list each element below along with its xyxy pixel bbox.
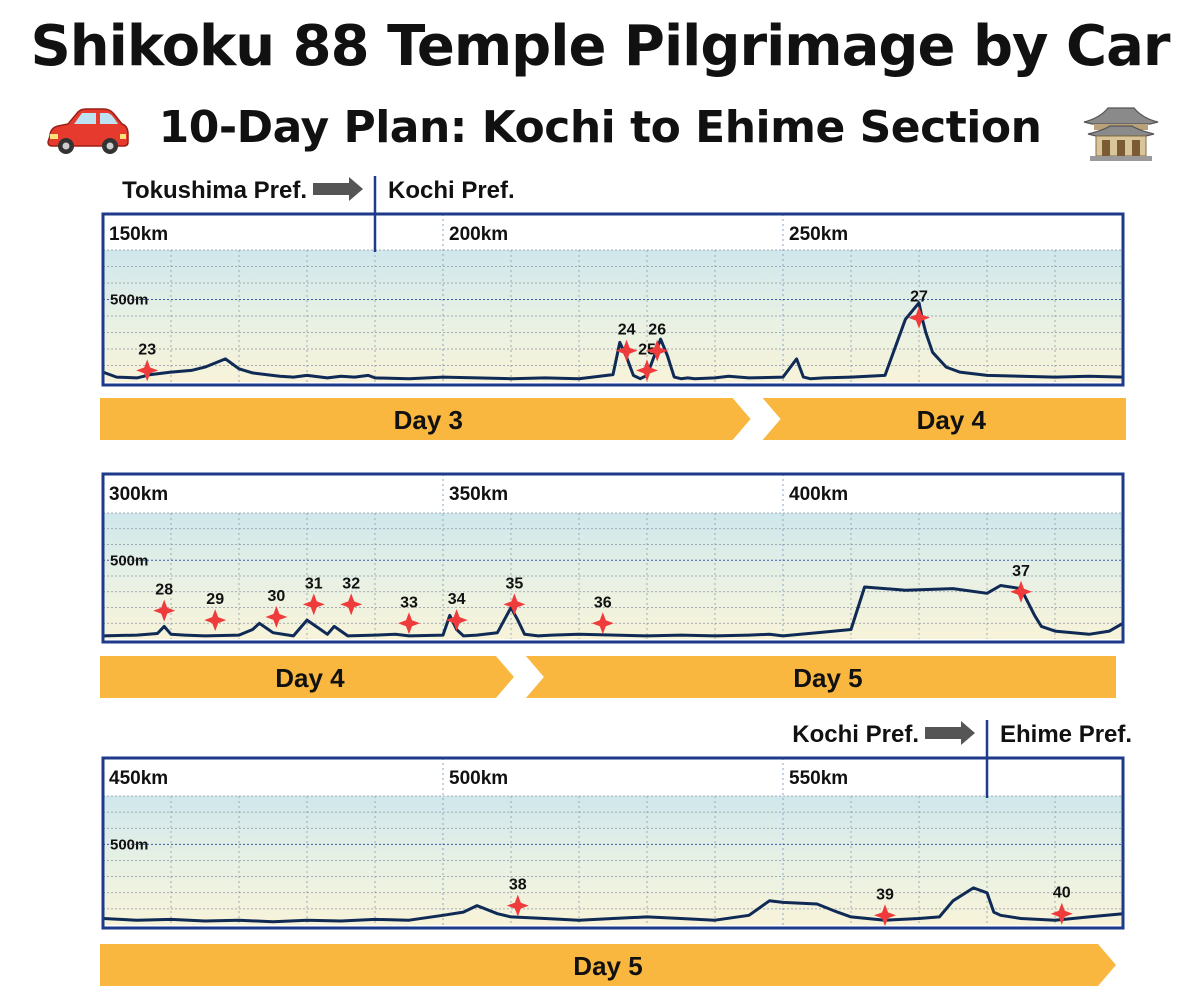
km-label: 450km bbox=[109, 768, 168, 789]
temple-marker bbox=[506, 894, 529, 917]
day-bar bbox=[100, 398, 751, 440]
panel-frame bbox=[101, 472, 1125, 644]
temple-marker bbox=[302, 593, 325, 616]
temple-marker bbox=[204, 609, 227, 632]
page-subtitle: 10-Day Plan: Kochi to Ehime Section bbox=[158, 102, 1042, 153]
temple-number-label: 24 bbox=[618, 322, 636, 339]
temple-number-label: 32 bbox=[342, 575, 360, 592]
page-title: Shikoku 88 Temple Pilgrimage by Car bbox=[30, 14, 1170, 79]
temple-number-label: 33 bbox=[400, 594, 418, 611]
km-label: 150km bbox=[109, 224, 168, 245]
temple-marker bbox=[615, 339, 638, 362]
temple-number-label: 31 bbox=[305, 575, 323, 592]
day-bar bbox=[100, 656, 514, 698]
prefecture-arrow-icon bbox=[313, 177, 363, 201]
km-label: 200km bbox=[449, 224, 508, 245]
day-label: Day 4 bbox=[275, 663, 345, 693]
elevation-label: 500m bbox=[110, 552, 148, 569]
temple-number-label: 30 bbox=[268, 588, 286, 605]
temple-number-label: 26 bbox=[648, 322, 666, 339]
panel-frame bbox=[101, 756, 1125, 930]
prefecture-from-label: Kochi Pref. bbox=[792, 721, 919, 748]
temple-marker bbox=[445, 609, 468, 632]
temple-marker bbox=[908, 306, 930, 329]
day-label: Day 4 bbox=[917, 405, 987, 435]
panel-frame bbox=[101, 212, 1125, 387]
day-label: Day 5 bbox=[793, 663, 862, 693]
elevation-profile-line bbox=[102, 584, 1124, 638]
temple-marker bbox=[503, 593, 526, 616]
day-bar bbox=[100, 944, 1116, 986]
temple-marker bbox=[265, 606, 288, 628]
temple-number-label: 25 bbox=[638, 341, 656, 358]
temple-number-label: 39 bbox=[876, 886, 894, 903]
temple-number-label: 28 bbox=[155, 582, 173, 599]
temple-icon bbox=[1083, 107, 1159, 161]
day-label: Day 5 bbox=[573, 951, 642, 981]
temple-marker bbox=[340, 593, 363, 616]
temple-number-label: 29 bbox=[206, 591, 224, 608]
temple-marker bbox=[1010, 580, 1032, 603]
temple-marker bbox=[398, 612, 420, 635]
day-bar bbox=[762, 398, 1126, 440]
temple-marker bbox=[636, 359, 658, 382]
temple-marker bbox=[646, 339, 669, 362]
temple-number-label: 37 bbox=[1012, 563, 1030, 580]
temple-marker bbox=[153, 599, 176, 622]
elevation-profile-line bbox=[102, 886, 1124, 924]
temple-number-label: 38 bbox=[509, 877, 527, 894]
prefecture-to-label: Ehime Pref. bbox=[1000, 721, 1132, 748]
elevation-label: 500m bbox=[110, 836, 148, 853]
temple-marker bbox=[591, 612, 614, 635]
km-label: 400km bbox=[789, 484, 848, 505]
prefecture-to-label: Kochi Pref. bbox=[388, 177, 515, 204]
temple-number-label: 23 bbox=[138, 341, 156, 358]
km-label: 300km bbox=[109, 484, 168, 505]
temple-number-label: 36 bbox=[594, 594, 612, 611]
temple-number-label: 35 bbox=[506, 575, 524, 592]
temple-number-label: 27 bbox=[910, 289, 928, 306]
temple-number-label: 34 bbox=[448, 591, 466, 608]
prefecture-arrow-icon bbox=[925, 721, 975, 745]
elevation-profile-line bbox=[102, 301, 1124, 381]
temple-marker bbox=[136, 359, 159, 382]
day-bar bbox=[525, 656, 1116, 698]
car-icon bbox=[47, 108, 129, 154]
km-label: 250km bbox=[789, 224, 848, 245]
km-label: 500km bbox=[449, 768, 508, 789]
day-label: Day 3 bbox=[394, 405, 463, 435]
km-label: 550km bbox=[789, 768, 848, 789]
temple-marker bbox=[1050, 902, 1073, 925]
prefecture-from-label: Tokushima Pref. bbox=[122, 177, 307, 204]
km-label: 350km bbox=[449, 484, 508, 505]
elevation-label: 500m bbox=[110, 292, 148, 309]
temple-marker bbox=[874, 904, 896, 927]
temple-number-label: 40 bbox=[1053, 885, 1071, 902]
